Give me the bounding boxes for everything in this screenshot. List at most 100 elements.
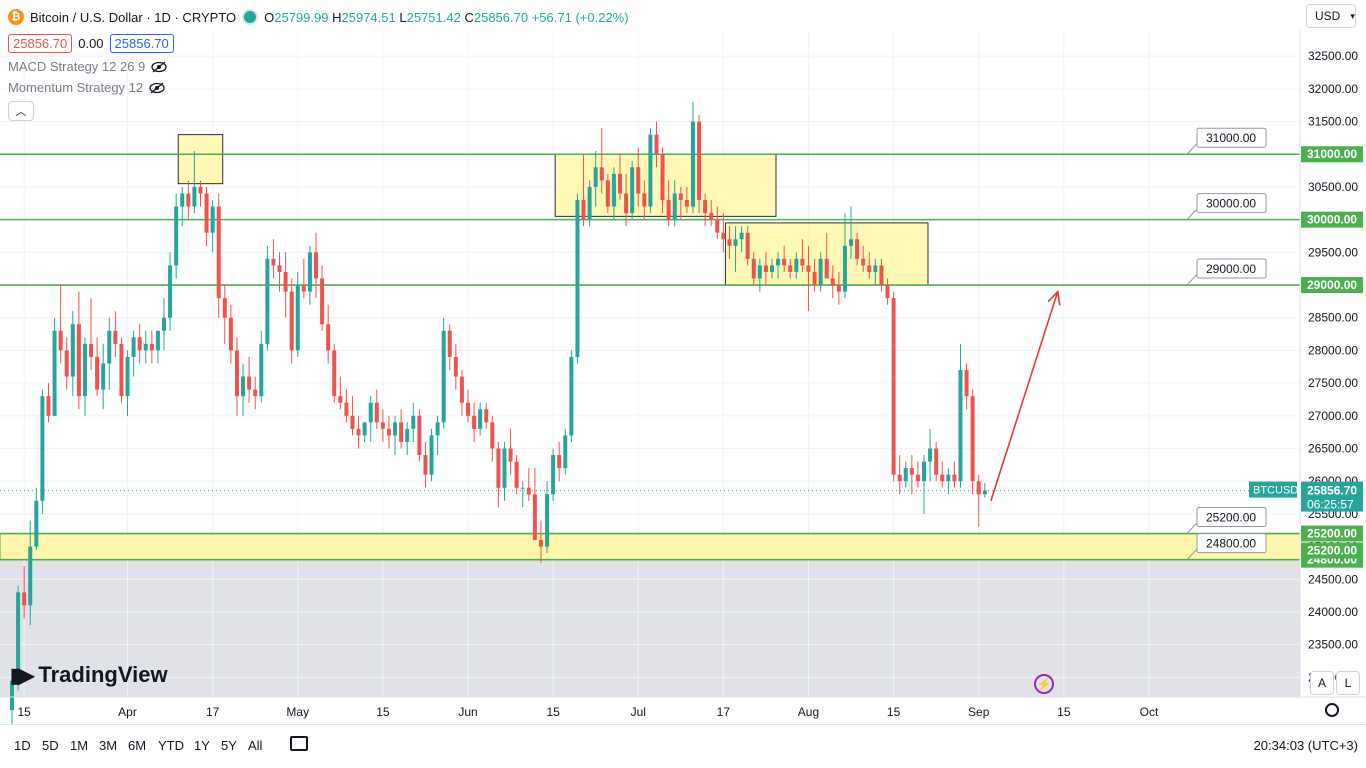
candle-body bbox=[289, 291, 294, 351]
lightning-icon[interactable]: ⚡ bbox=[1034, 674, 1054, 694]
clock[interactable]: 20:34:03 (UTC+3) bbox=[1253, 738, 1358, 753]
symbol-title[interactable]: Bitcoin / U.S. Dollar · 1D · CRYPTO bbox=[30, 9, 237, 25]
range-box bbox=[177, 134, 224, 185]
candle-body bbox=[441, 330, 446, 423]
candle-body bbox=[466, 402, 470, 416]
candle-body bbox=[399, 422, 404, 442]
candle-body bbox=[155, 330, 160, 351]
timeframe-ytd[interactable]: YTD bbox=[158, 738, 184, 753]
time-tick-label: Aug bbox=[798, 705, 819, 719]
eye-off-icon[interactable] bbox=[151, 61, 167, 73]
candle-body bbox=[757, 265, 762, 279]
candle-body bbox=[861, 258, 866, 266]
ask-price[interactable]: 25856.70 bbox=[109, 34, 174, 53]
timeframe-3m[interactable]: 3M bbox=[99, 738, 118, 753]
level-price-tag bbox=[1301, 146, 1363, 163]
support-zone bbox=[0, 533, 1301, 561]
candle-body bbox=[818, 258, 823, 286]
candle-body bbox=[301, 285, 306, 292]
callout-box bbox=[1196, 507, 1267, 528]
candle-body bbox=[745, 232, 750, 259]
price-tick-label: 32500.00 bbox=[1308, 49, 1358, 63]
callout-label: 30000.00 bbox=[1206, 197, 1256, 211]
candle-body bbox=[216, 206, 221, 299]
candle-body bbox=[940, 474, 945, 482]
candle-body bbox=[143, 343, 148, 351]
candle-body bbox=[265, 258, 270, 344]
level-price-tag bbox=[1301, 525, 1363, 542]
countdown-label: 06:25:57 bbox=[1307, 498, 1354, 512]
timeframe-5y[interactable]: 5Y bbox=[221, 738, 237, 753]
candle-body bbox=[101, 363, 106, 390]
timeframe-6m[interactable]: 6M bbox=[128, 738, 147, 753]
candle-body bbox=[733, 239, 738, 246]
candle-body bbox=[648, 134, 653, 207]
candle-body bbox=[16, 592, 21, 681]
candle-body bbox=[472, 415, 477, 429]
candle-body bbox=[210, 206, 215, 233]
timeframe-5d[interactable]: 5D bbox=[42, 738, 59, 753]
bid-price[interactable]: 25856.70 bbox=[8, 34, 73, 53]
candle-body bbox=[271, 258, 276, 266]
auto-scale-button[interactable]: A bbox=[1310, 671, 1334, 695]
candle-body bbox=[575, 200, 580, 357]
calendar-icon[interactable] bbox=[290, 736, 308, 751]
candle-body bbox=[526, 487, 531, 495]
candle-body bbox=[162, 317, 166, 331]
candle-body bbox=[168, 265, 173, 318]
candle-body bbox=[593, 167, 598, 187]
time-tick-label: 15 bbox=[376, 705, 390, 719]
gear-icon[interactable] bbox=[1325, 703, 1339, 717]
timeframe-all[interactable]: All bbox=[248, 738, 263, 753]
candle-body bbox=[934, 448, 939, 475]
candle-body bbox=[751, 258, 756, 279]
timeframe-1m[interactable]: 1M bbox=[70, 738, 89, 753]
candle-body bbox=[763, 265, 768, 272]
candle-body bbox=[915, 474, 920, 482]
candle-body bbox=[76, 324, 81, 397]
symbol-tag-label: BTCUSD bbox=[1253, 485, 1298, 497]
candle-body bbox=[678, 193, 683, 201]
candle-body bbox=[368, 402, 373, 423]
candle-body bbox=[338, 396, 343, 403]
candle-body bbox=[277, 265, 282, 272]
candle-body bbox=[326, 324, 331, 351]
candle-body bbox=[22, 592, 27, 606]
candle-body bbox=[660, 154, 665, 201]
candle-body bbox=[684, 200, 689, 207]
ohlc-values: O25799.99 H25974.51 L25751.42 C25856.70 … bbox=[264, 9, 629, 25]
bitcoin-icon: ₿ bbox=[8, 9, 24, 25]
projection-arrow bbox=[990, 291, 1059, 502]
candle-body bbox=[557, 455, 562, 469]
log-scale-button[interactable]: L bbox=[1336, 671, 1360, 695]
currency-select[interactable]: USD ▾ bbox=[1306, 4, 1356, 28]
callout-label: 29000.00 bbox=[1206, 262, 1256, 276]
last-price-label: 25856.70 bbox=[1307, 484, 1357, 498]
price-tick-label: 28500.00 bbox=[1308, 311, 1358, 325]
chevron-up-icon[interactable]: ︿ bbox=[8, 101, 34, 121]
indicator-macd[interactable]: MACD Strategy 12 26 9 bbox=[8, 59, 629, 74]
candle-body bbox=[95, 356, 100, 390]
candle-body bbox=[982, 490, 987, 495]
price-tick-label: 26500.00 bbox=[1308, 442, 1358, 456]
candle-body bbox=[490, 422, 495, 449]
candle-body bbox=[107, 330, 112, 364]
candle-body bbox=[855, 239, 860, 259]
candle-body bbox=[776, 258, 781, 266]
candle-body bbox=[149, 343, 154, 351]
indicator-momentum[interactable]: Momentum Strategy 12 bbox=[8, 80, 629, 95]
lower-shaded-area bbox=[0, 559, 1300, 697]
price-tick-label: 24500.00 bbox=[1308, 572, 1358, 586]
market-status-icon bbox=[242, 9, 259, 25]
timeframe-1y[interactable]: 1Y bbox=[194, 738, 210, 753]
eye-off-icon[interactable] bbox=[149, 82, 165, 94]
candle-body bbox=[812, 271, 817, 286]
candle-body bbox=[496, 448, 501, 488]
candle-body bbox=[137, 337, 142, 351]
time-tick-label: Sep bbox=[968, 705, 990, 719]
candle-body bbox=[374, 402, 379, 423]
candle-body bbox=[666, 200, 671, 220]
candle-body bbox=[842, 245, 847, 292]
timeframe-1d[interactable]: 1D bbox=[14, 738, 31, 753]
